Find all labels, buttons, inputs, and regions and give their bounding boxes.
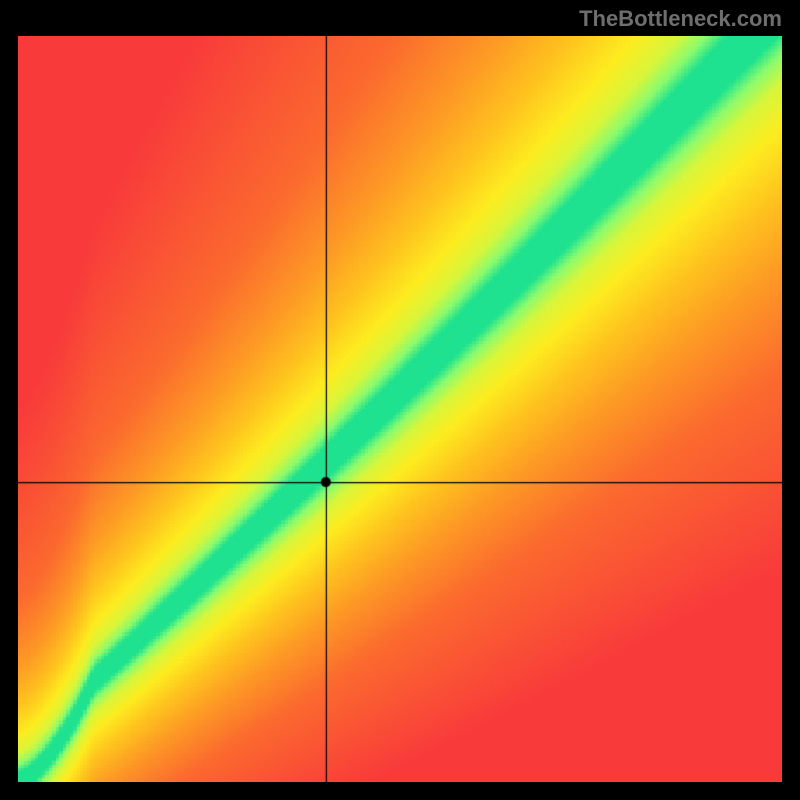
heatmap-canvas xyxy=(18,36,782,782)
chart-frame: TheBottleneck.com xyxy=(0,0,800,800)
heatmap-plot xyxy=(18,36,782,782)
watermark-text: TheBottleneck.com xyxy=(579,6,782,32)
